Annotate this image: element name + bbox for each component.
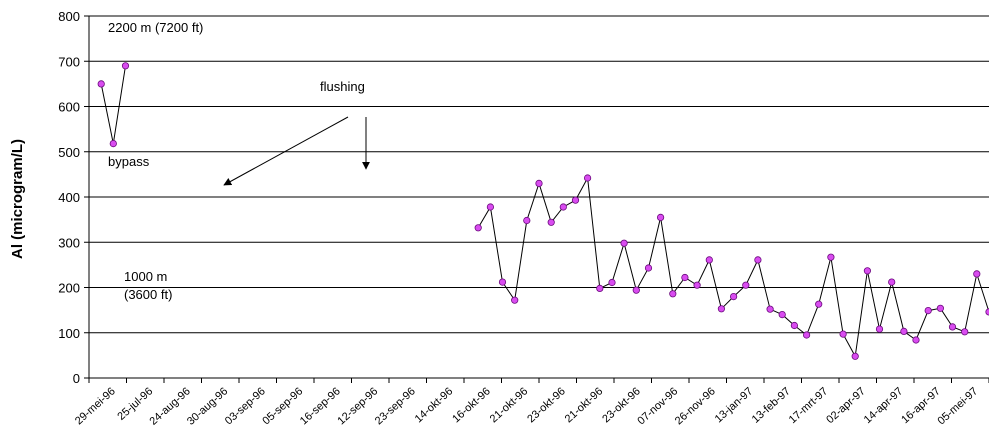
data-point xyxy=(511,296,519,304)
data-point xyxy=(559,203,567,211)
data-point xyxy=(109,140,117,148)
x-tick-label: 21-okt-96 xyxy=(488,385,531,425)
data-point xyxy=(961,328,969,336)
data-point xyxy=(705,256,713,264)
data-point xyxy=(97,80,105,88)
y-tick-label: 300 xyxy=(58,235,80,250)
data-point xyxy=(948,323,957,331)
data-point xyxy=(863,267,872,275)
data-point xyxy=(766,305,774,313)
data-point xyxy=(790,321,799,330)
data-point xyxy=(608,278,616,287)
data-point xyxy=(583,174,592,182)
data-point xyxy=(693,281,701,289)
y-tick-label: 700 xyxy=(58,54,80,69)
data-point xyxy=(839,330,847,338)
data-point xyxy=(827,253,835,261)
x-tick-label: 13-feb-97 xyxy=(750,385,793,425)
x-tick-label: 03-sep-96 xyxy=(223,385,268,427)
data-point xyxy=(912,336,920,344)
data-point xyxy=(596,284,604,292)
y-tick-labels: 0 100 200 300 400 500 600 700 800 xyxy=(58,9,80,386)
annotation-bypass: bypass xyxy=(108,154,150,169)
x-tick-label: 23-okt-96 xyxy=(525,385,568,425)
data-point xyxy=(888,278,896,286)
data-points xyxy=(97,62,989,360)
data-point xyxy=(729,292,738,301)
x-tick-label: 13-jan-97 xyxy=(713,385,756,425)
data-point xyxy=(936,304,945,312)
x-tick-label: 16-okt-96 xyxy=(450,385,493,425)
x-tick-label: 07-nov-96 xyxy=(635,385,680,427)
y-tick-label: 600 xyxy=(58,100,80,115)
series-1-line xyxy=(477,176,989,358)
data-point xyxy=(900,327,908,335)
data-point xyxy=(802,331,811,339)
x-tick-label: 05-sep-96 xyxy=(260,385,305,427)
data-point xyxy=(778,310,786,319)
data-point xyxy=(717,305,726,313)
data-point xyxy=(851,352,859,360)
data-point xyxy=(973,270,981,278)
axes xyxy=(84,15,989,383)
x-tick-labels: 29-mei-9625-jul-9624-aug-9630-aug-9603-s… xyxy=(73,385,980,427)
y-axis-label: Al (microgram/L) xyxy=(9,139,26,259)
data-point xyxy=(547,218,555,226)
data-point xyxy=(815,300,823,308)
x-tick-label: 21-okt-96 xyxy=(563,385,606,425)
x-tick-label: 14-apr-97 xyxy=(862,385,905,426)
data-point xyxy=(632,286,640,294)
x-tick-label: 29-mei-96 xyxy=(73,385,118,427)
annotation-1000m: 1000 m xyxy=(124,269,167,284)
data-point xyxy=(742,281,750,289)
x-tick-label: 12-sep-96 xyxy=(335,385,380,427)
gridlines xyxy=(89,15,989,334)
data-point xyxy=(656,213,665,221)
data-point xyxy=(535,179,543,187)
data-point xyxy=(121,62,130,70)
x-tick-label: 16-sep-96 xyxy=(298,385,343,427)
annotation-flushing: flushing xyxy=(320,79,365,94)
x-tick-label: 14-okt-96 xyxy=(413,385,456,425)
data-point xyxy=(754,256,762,264)
x-tick-label: 17-mrt-97 xyxy=(787,385,830,426)
annotation-2200m: 2200 m (7200 ft) xyxy=(108,20,203,35)
x-tick-label: 23-sep-96 xyxy=(373,385,418,427)
series-0-line xyxy=(100,65,126,144)
x-tick-label: 26-nov-96 xyxy=(673,385,718,427)
x-tick-label: 05-mei-97 xyxy=(935,385,980,427)
y-tick-label: 500 xyxy=(58,145,80,160)
y-tick-label: 400 xyxy=(58,190,80,205)
data-point xyxy=(875,325,884,333)
flushing-arrow-left xyxy=(223,116,349,186)
y-tick-label: 100 xyxy=(58,326,80,341)
data-point xyxy=(498,278,507,286)
data-lines xyxy=(100,65,989,358)
data-point xyxy=(486,203,494,211)
x-tick-label: 02-apr-97 xyxy=(824,385,867,426)
data-point xyxy=(681,273,689,282)
y-tick-label: 0 xyxy=(73,371,80,386)
data-point xyxy=(571,196,580,204)
data-point xyxy=(474,224,482,232)
data-point xyxy=(924,306,932,315)
data-point xyxy=(669,290,677,298)
y-tick-label: 800 xyxy=(58,9,80,24)
data-point xyxy=(620,239,628,247)
y-tick-label: 200 xyxy=(58,281,80,296)
x-tick-label: 30-aug-96 xyxy=(185,385,230,427)
data-point xyxy=(523,216,531,225)
annotation-3600ft: (3600 ft) xyxy=(124,287,172,302)
data-point xyxy=(644,264,653,272)
